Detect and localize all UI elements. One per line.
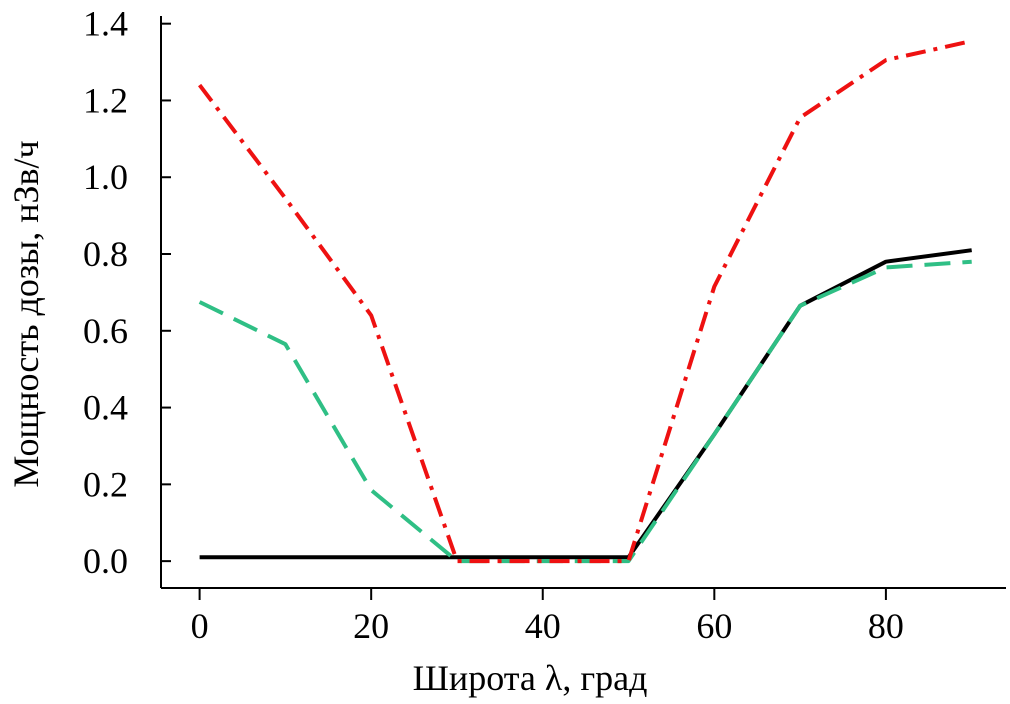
y-tick-label: 0.8: [83, 234, 128, 274]
ticks: 0 20 40 60 80 0.0 0.2 0.4 0.6 0.8 1.0 1.2 1.4: [83, 4, 904, 646]
series-red-dashdot: [198, 39, 973, 564]
y-tick-label: 0.6: [83, 311, 128, 351]
y-axis-title: Мощность дозы, нЗв/ч: [6, 140, 46, 487]
y-tick-label: 1.0: [83, 157, 128, 197]
x-axis-title: Широта λ, град: [413, 658, 648, 698]
series-black-solid: [199, 248, 972, 560]
x-tick-label: 40: [525, 606, 561, 646]
y-tick-label: 1.2: [83, 80, 128, 120]
x-tick-label: 0: [191, 606, 209, 646]
y-tick-label: 0.0: [83, 541, 128, 581]
series-layer: [198, 39, 973, 564]
y-tick-label: 0.2: [83, 464, 128, 504]
x-tick-label: 60: [696, 606, 732, 646]
x-tick-label: 80: [868, 606, 904, 646]
y-tick-label: 1.4: [83, 4, 128, 44]
axes: [160, 16, 1006, 589]
series-green-dashed: [198, 259, 972, 564]
y-tick-label: 0.4: [83, 388, 128, 428]
x-tick-label: 20: [353, 606, 389, 646]
